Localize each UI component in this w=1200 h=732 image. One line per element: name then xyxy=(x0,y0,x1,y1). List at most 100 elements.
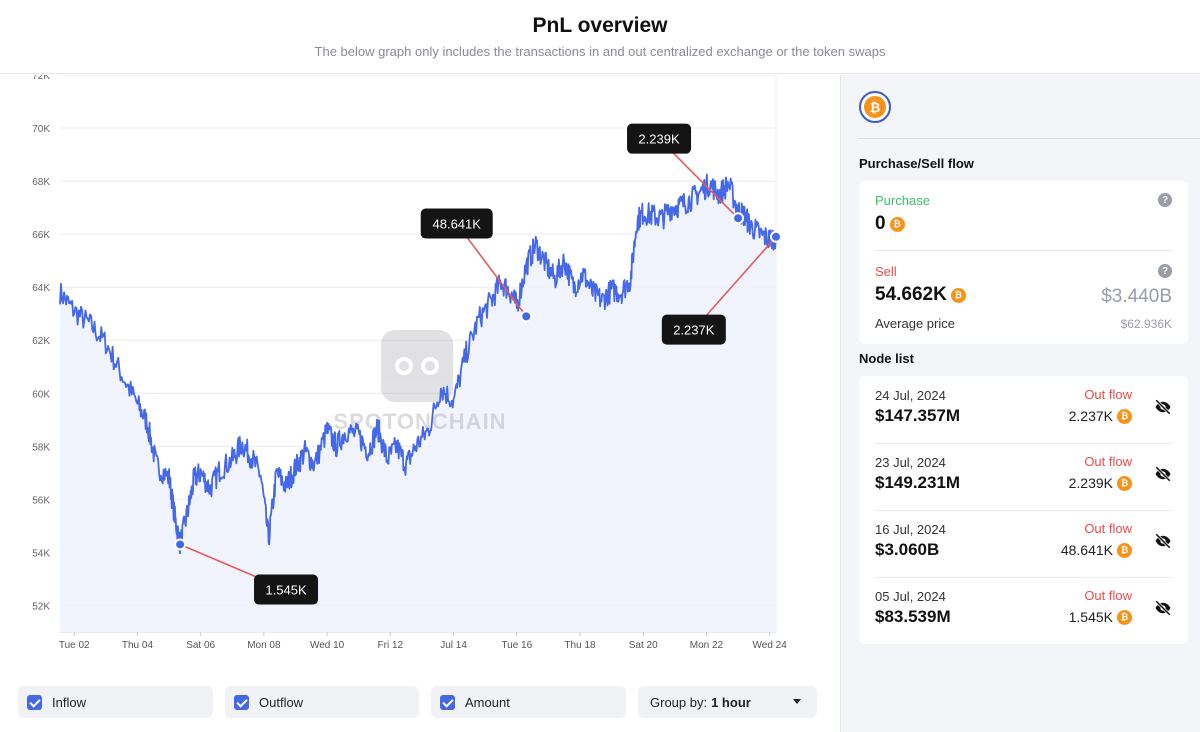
bitcoin-icon: ₿ xyxy=(1117,609,1132,625)
node-list-title: Node list xyxy=(859,351,914,366)
page-title: PnL overview xyxy=(532,14,668,37)
annotation-box[interactable] xyxy=(661,314,726,345)
annotation-point xyxy=(174,538,187,551)
node-usd-value: $149.231M xyxy=(875,473,961,492)
x-tick-label: Sat 20 xyxy=(629,640,658,651)
node-list-item[interactable]: 24 Jul, 2024 $147.357M Out flow 2.237K ₿ xyxy=(859,376,1188,443)
node-list-item[interactable]: 23 Jul, 2024 $149.231M Out flow 2.239K ₿ xyxy=(859,443,1188,510)
average-price-value: $62.936K xyxy=(1120,317,1172,331)
amount-toggle[interactable]: Amount xyxy=(431,686,626,718)
bitcoin-icon: ₿ xyxy=(1117,408,1132,424)
node-date: 23 Jul, 2024 xyxy=(875,455,946,470)
sell-amount: 54.662K ₿ xyxy=(875,284,966,306)
chart-controls: Inflow Outflow Amount Group by: 1 hour xyxy=(0,686,840,718)
purchase-label: Purchase xyxy=(875,193,930,208)
x-tick-label: Thu 04 xyxy=(122,640,154,651)
bitcoin-icon: ₿ xyxy=(1117,475,1132,491)
eye-off-icon[interactable] xyxy=(1154,465,1172,483)
purchase-amount: 0 ₿ xyxy=(875,213,905,235)
y-tick-label: 52K xyxy=(32,601,50,612)
bitcoin-icon: ₿ xyxy=(864,96,886,118)
inflow-label: Inflow xyxy=(52,694,86,710)
node-list-item[interactable]: 16 Jul, 2024 $3.060B Out flow 48.641K ₿ xyxy=(859,510,1188,577)
node-flow-type: Out flow xyxy=(1084,454,1132,469)
x-tick-label: Jul 14 xyxy=(440,640,467,651)
page-subtitle: The below graph only includes the transa… xyxy=(314,44,886,59)
y-tick-label: 70K xyxy=(32,124,50,135)
node-divider xyxy=(875,577,1172,578)
annotation-box[interactable] xyxy=(254,574,319,605)
x-tick-label: Thu 18 xyxy=(564,640,596,651)
node-list-item[interactable]: 05 Jul, 2024 $83.539M Out flow 1.545K ₿ xyxy=(859,577,1188,644)
price-line xyxy=(59,173,777,555)
node-amount: 2.237K ₿ xyxy=(1069,408,1132,424)
eye-off-icon[interactable] xyxy=(1154,398,1172,416)
chevron-down-icon xyxy=(793,699,801,704)
outflow-checkbox[interactable] xyxy=(234,694,249,710)
node-date: 16 Jul, 2024 xyxy=(875,522,946,537)
purchase-help-icon[interactable]: ? xyxy=(1158,193,1172,207)
amount-label: Amount xyxy=(465,694,510,710)
annotation-point xyxy=(732,212,745,225)
node-flow-type: Out flow xyxy=(1084,588,1132,603)
annotation-label: 1.545K xyxy=(265,583,307,598)
y-tick-label: 64K xyxy=(32,283,50,294)
watermark-logo xyxy=(381,330,453,402)
y-tick-label: 72K xyxy=(32,75,50,82)
y-tick-label: 62K xyxy=(32,336,50,347)
x-tick-label: Tue 02 xyxy=(59,640,90,651)
annotation-box[interactable] xyxy=(420,208,493,239)
annotation-label: 2.237K xyxy=(673,323,715,338)
node-divider xyxy=(875,443,1172,444)
node-date: 05 Jul, 2024 xyxy=(875,589,946,604)
inflow-checkbox[interactable] xyxy=(27,694,42,710)
eye-off-icon[interactable] xyxy=(1154,532,1172,550)
outflow-label: Outflow xyxy=(259,694,304,710)
pnl-chart[interactable]: 72K 70K 68K 66K 64K 62K 60K 58K 56K 54K 52K Tue 02 T… xyxy=(0,75,840,732)
amount-checkbox[interactable] xyxy=(440,694,455,710)
node-usd-value: $83.539M xyxy=(875,607,951,626)
sell-amount-value: 54.662K xyxy=(875,284,947,305)
y-tick-label: 66K xyxy=(32,230,50,241)
y-tick-label: 58K xyxy=(32,442,50,453)
flow-card: Purchase ? 0 ₿ Sell ? 54.662K ₿ $3.440B … xyxy=(859,181,1188,344)
node-list: 24 Jul, 2024 $147.357M Out flow 2.237K ₿ … xyxy=(859,376,1188,644)
group-by-select[interactable]: Group by: 1 hour xyxy=(638,686,817,718)
node-date: 24 Jul, 2024 xyxy=(875,388,946,403)
annotation-point xyxy=(520,310,533,323)
x-tick-label: Wed 10 xyxy=(310,640,345,651)
coin-selector[interactable]: ₿ xyxy=(859,91,891,123)
x-tick-label: Mon 08 xyxy=(247,640,281,651)
group-by-label: Group by: xyxy=(650,694,708,710)
flow-divider xyxy=(875,250,1172,251)
outflow-toggle[interactable]: Outflow xyxy=(225,686,419,718)
annotation-connector xyxy=(456,223,527,317)
sell-label: Sell xyxy=(875,264,897,279)
node-divider xyxy=(875,510,1172,511)
node-amount-value: 2.239K xyxy=(1068,475,1113,491)
y-tick-label: 54K xyxy=(32,548,50,559)
sell-usd-value: $3.440B xyxy=(1101,286,1172,307)
node-flow-type: Out flow xyxy=(1084,521,1132,536)
panel-divider xyxy=(859,138,1200,139)
purchase-amount-value: 0 xyxy=(875,213,886,234)
x-tick-label: Mon 22 xyxy=(690,640,724,651)
node-usd-value: $147.357M xyxy=(875,406,961,425)
node-amount: 1.545K ₿ xyxy=(1069,609,1132,625)
y-tick-label: 56K xyxy=(32,495,50,506)
inflow-toggle[interactable]: Inflow xyxy=(18,686,213,718)
bitcoin-icon: ₿ xyxy=(950,287,966,303)
y-tick-label: 68K xyxy=(32,177,50,188)
x-tick-label: Sat 06 xyxy=(186,640,215,651)
eye-off-icon[interactable] xyxy=(1154,599,1172,617)
pnl-chart-svg[interactable]: 72K 70K 68K 66K 64K 62K 60K 58K 56K 54K 52K Tue 02 T… xyxy=(0,75,840,680)
node-usd-value: $3.060B xyxy=(875,540,940,559)
average-price-label: Average price xyxy=(875,316,955,331)
price-area xyxy=(60,174,776,632)
node-amount: 48.641K ₿ xyxy=(1061,542,1132,558)
annotation-box[interactable] xyxy=(627,123,692,154)
x-tick-label: Tue 16 xyxy=(501,640,532,651)
x-tick-label: Fri 12 xyxy=(378,640,404,651)
node-amount-value: 1.545K xyxy=(1068,609,1113,625)
sell-help-icon[interactable]: ? xyxy=(1158,264,1172,278)
